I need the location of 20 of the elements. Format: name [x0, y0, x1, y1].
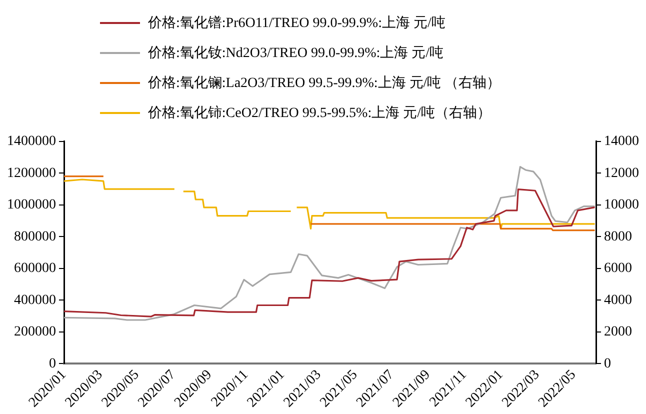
y-tick-label: 400000 [14, 292, 56, 308]
y2-tick-label: 6000 [604, 261, 632, 276]
y2-tick-label: 4000 [604, 292, 632, 308]
y2-tick-label: 2000 [604, 324, 632, 340]
y2-tick-label: 0 [604, 356, 611, 372]
legend-label: 价格:氧化钕:Nd2O3/TREO 99.0-99.9%:上海 元/吨 [148, 44, 444, 62]
y-tick-label: 0 [49, 356, 56, 372]
y-tick-label: 1400000 [7, 134, 56, 150]
y2-tick-label: 10000 [604, 198, 639, 213]
y2-tick-label: 8000 [604, 229, 632, 244]
y2-tick-label: 12000 [604, 166, 639, 181]
y-tick-label: 800000 [14, 229, 56, 244]
legend-label: 价格:氧化铈:CeO2/TREO 99.5-99.5%:上海 元/吨（右轴） [148, 104, 491, 122]
y-tick-label: 1200000 [7, 166, 56, 181]
y-tick-label: 200000 [14, 324, 56, 340]
y-tick-label: 1000000 [7, 198, 56, 213]
legend-label: 价格:氧化镨:Pr6O11/TREO 99.0-99.9%:上海 元/吨 [148, 14, 446, 32]
legend-label: 价格:氧化镧:La2O3/TREO 99.5-99.9%:上海 元/吨 （右轴） [148, 74, 501, 92]
y-tick-label: 600000 [14, 261, 56, 276]
y2-tick-label: 14000 [604, 134, 639, 150]
